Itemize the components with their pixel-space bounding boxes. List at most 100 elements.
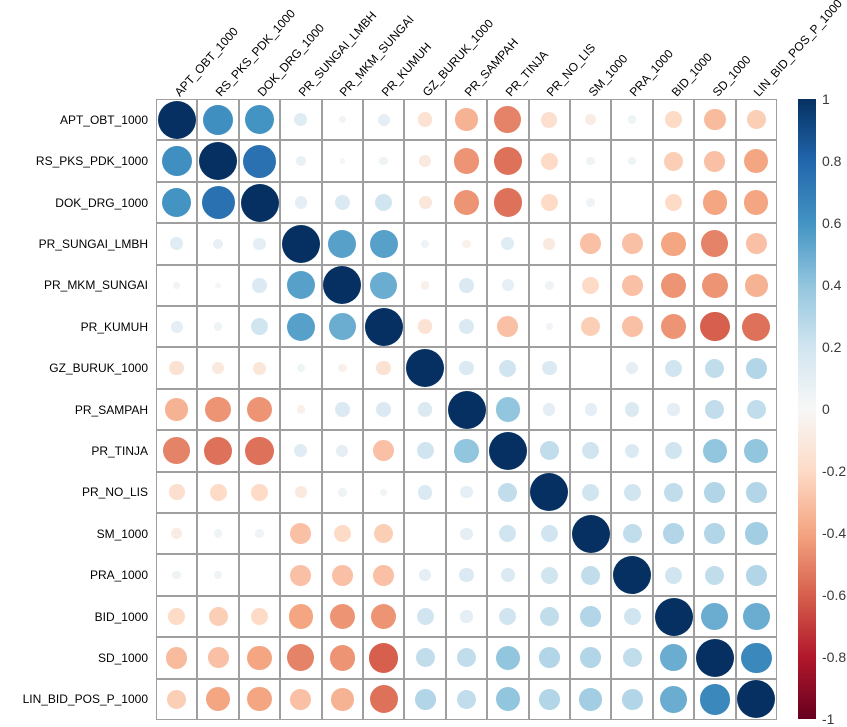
corr-circle — [202, 186, 235, 219]
corr-circle — [579, 688, 601, 710]
corr-circle — [459, 568, 474, 583]
colorbar-tick: 0.4 — [822, 277, 841, 293]
corr-circle — [295, 196, 307, 208]
corr-circle — [415, 689, 436, 710]
row-label: PR_SUNGAI_LMBH — [0, 237, 148, 251]
corr-circle — [704, 109, 725, 130]
corr-circle — [455, 108, 477, 130]
corr-circle — [370, 230, 398, 258]
col-label: PR_SUNGAI_LMBH — [296, 9, 380, 100]
corr-circle — [169, 484, 185, 500]
grid-cell — [239, 554, 280, 595]
colorbar-tick: 0.8 — [822, 153, 841, 169]
colorbar-tick: 0 — [822, 401, 830, 417]
corr-circle — [580, 606, 601, 627]
corr-circle — [338, 364, 346, 372]
corr-circle — [204, 437, 232, 465]
corr-circle — [581, 566, 600, 585]
corr-circle — [667, 403, 679, 415]
corr-circle — [459, 361, 474, 376]
colorbar-tick: -0.2 — [822, 463, 846, 479]
corr-circle — [289, 604, 313, 628]
corr-circle — [335, 402, 350, 417]
colorbar-tick: -1 — [822, 711, 834, 727]
corr-circle — [741, 643, 772, 674]
corr-circle — [545, 281, 553, 289]
corr-circle — [623, 648, 642, 667]
corr-circle — [664, 152, 683, 171]
corr-circle — [253, 238, 265, 250]
corr-circle — [582, 484, 599, 501]
corr-circle — [334, 525, 351, 542]
corr-circle — [251, 608, 268, 625]
corr-circle — [241, 184, 279, 222]
corr-circle — [541, 153, 558, 170]
corr-circle — [661, 232, 685, 256]
corr-circle — [745, 522, 767, 544]
corr-circle — [703, 439, 727, 463]
corr-circle — [705, 359, 724, 378]
row-label: PRA_1000 — [0, 568, 148, 582]
corr-circle — [215, 283, 220, 288]
corr-circle — [499, 360, 516, 377]
corr-circle — [622, 233, 643, 254]
corr-circle — [541, 194, 558, 211]
corr-circle — [376, 402, 391, 417]
corr-circle — [167, 690, 186, 709]
corr-circle — [541, 112, 557, 128]
corr-circle — [665, 360, 682, 377]
corr-circle — [287, 313, 315, 341]
corr-circle — [539, 647, 560, 668]
corr-circle — [199, 142, 237, 180]
corr-circle — [460, 528, 472, 540]
corr-circle — [704, 151, 725, 172]
row-label: BID_1000 — [0, 610, 148, 624]
corr-circle — [745, 274, 767, 296]
corr-circle — [586, 198, 594, 206]
corr-circle — [546, 323, 553, 330]
colorbar-tick: 0.2 — [822, 339, 841, 355]
corr-circle — [664, 483, 683, 502]
corr-circle — [622, 689, 643, 710]
corr-circle — [290, 689, 311, 710]
corr-circle — [700, 684, 731, 715]
corr-circle — [373, 565, 394, 586]
row-label: APT_OBT_1000 — [0, 113, 148, 127]
corr-circle — [421, 281, 429, 289]
corr-circle — [663, 523, 684, 544]
colorbar-tick: 0.6 — [822, 215, 841, 231]
corr-circle — [494, 188, 522, 216]
corr-circle — [370, 685, 398, 713]
row-label: GZ_BURUK_1000 — [0, 361, 148, 375]
col-label: RS_PKS_PDK_1000 — [213, 7, 298, 100]
corr-circle — [331, 688, 353, 710]
corr-circle — [330, 604, 355, 629]
corr-circle — [746, 565, 767, 586]
corr-circle — [460, 486, 472, 498]
corr-circle — [205, 397, 230, 422]
corr-circle — [541, 567, 558, 584]
corr-circle — [460, 610, 472, 622]
corr-circle — [243, 145, 276, 178]
corr-circle — [747, 400, 766, 419]
corr-circle — [247, 687, 271, 711]
corr-circle — [622, 275, 643, 296]
corr-circle — [661, 273, 686, 298]
corr-circle — [209, 607, 228, 626]
col-label: LIN_BID_POS_P_1000 — [751, 0, 845, 99]
corr-circle — [245, 437, 273, 465]
corr-circle — [171, 528, 182, 539]
corr-circle — [625, 402, 640, 417]
corr-circle — [743, 603, 770, 630]
row-label: PR_NO_LIS — [0, 485, 148, 499]
corr-circle — [623, 524, 642, 543]
corr-circle — [696, 639, 734, 677]
corr-circle — [418, 485, 433, 500]
corr-circle — [335, 195, 350, 210]
corr-circle — [489, 432, 527, 470]
corr-circle — [665, 194, 682, 211]
row-label: SD_1000 — [0, 651, 148, 665]
col-label: PRA_1000 — [627, 47, 676, 100]
corr-circle — [622, 316, 643, 337]
corr-circle — [419, 196, 432, 209]
